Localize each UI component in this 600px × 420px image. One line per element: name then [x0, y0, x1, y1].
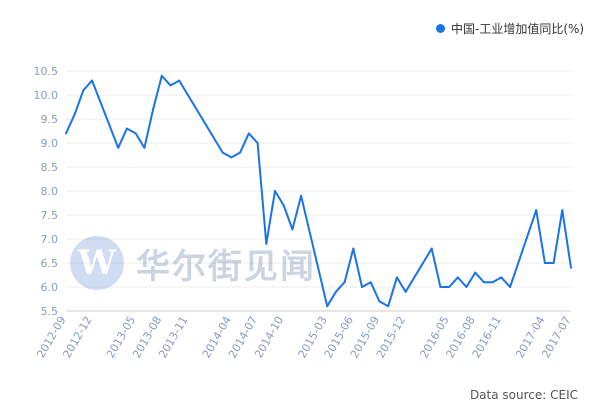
data-point — [482, 281, 485, 284]
data-point — [178, 79, 181, 82]
y-tick-label: 9.5 — [41, 113, 59, 126]
data-point — [430, 247, 433, 250]
data-point — [456, 276, 459, 279]
data-point — [352, 247, 355, 250]
data-point — [282, 204, 285, 207]
data-point — [221, 151, 224, 154]
watermark-logo: W 华尔街见闻 — [70, 236, 316, 290]
data-point — [247, 132, 250, 135]
data-point — [543, 262, 546, 264]
data-point — [239, 151, 242, 154]
data-point — [474, 271, 477, 274]
y-tick-label: 10.5 — [34, 65, 59, 78]
data-point — [439, 286, 442, 288]
data-point — [186, 94, 189, 96]
data-point — [134, 132, 137, 135]
y-tick-label: 9.0 — [41, 137, 59, 150]
data-point — [491, 281, 494, 284]
y-tick-label: 7.5 — [41, 209, 59, 222]
data-point — [195, 108, 198, 111]
legend-label: 中国-工业增加值同比(%) — [451, 22, 585, 36]
data-point — [65, 132, 67, 135]
data-point — [291, 228, 294, 231]
data-point — [395, 276, 398, 279]
y-tick-label: 8.0 — [41, 185, 59, 198]
data-point — [361, 286, 364, 288]
grid-lines — [66, 70, 571, 312]
y-tick-label: 10.0 — [34, 89, 59, 102]
y-tick-label: 7.0 — [41, 233, 59, 246]
data-point — [535, 209, 538, 212]
data-point — [143, 146, 146, 149]
y-tick-label: 6.5 — [41, 257, 59, 270]
data-point — [387, 305, 390, 308]
y-tick-label: 5.5 — [41, 305, 59, 318]
data-point — [265, 242, 268, 245]
data-point — [404, 290, 407, 293]
watermark-text: 华尔街见闻 — [136, 246, 316, 287]
data-point — [169, 84, 172, 87]
data-point — [369, 281, 372, 284]
data-point — [334, 290, 337, 293]
data-point — [273, 190, 276, 192]
legend-marker — [436, 24, 445, 33]
y-axis-tick-labels: 5.5 6.0 6.5 7.0 7.5 8.0 8.5 9.0 9.5 10.0 10.5 — [34, 65, 59, 318]
y-tick-label: 8.5 — [41, 161, 59, 174]
data-point — [152, 108, 155, 111]
data-point — [378, 300, 381, 303]
data-point — [160, 74, 163, 77]
data-point — [300, 194, 303, 197]
data-point — [125, 127, 128, 130]
data-point — [448, 286, 451, 288]
data-point — [561, 209, 564, 212]
data-point — [500, 276, 503, 279]
data-point — [509, 286, 512, 288]
data-point — [552, 262, 555, 264]
data-point — [326, 305, 329, 308]
data-point — [91, 79, 94, 82]
y-tick-label: 6.0 — [41, 281, 59, 294]
data-point — [343, 281, 346, 284]
data-point — [570, 266, 572, 269]
series-layer — [65, 74, 572, 308]
data-point — [73, 113, 76, 116]
data-source-note: Data source: CEIC — [469, 388, 578, 402]
data-point — [117, 146, 120, 149]
data-point — [82, 89, 85, 92]
data-point — [256, 142, 259, 144]
watermark-mark: W — [70, 236, 124, 290]
legend: 中国-工业增加值同比(%) — [436, 20, 584, 37]
data-point — [465, 286, 468, 288]
data-point — [230, 156, 233, 159]
